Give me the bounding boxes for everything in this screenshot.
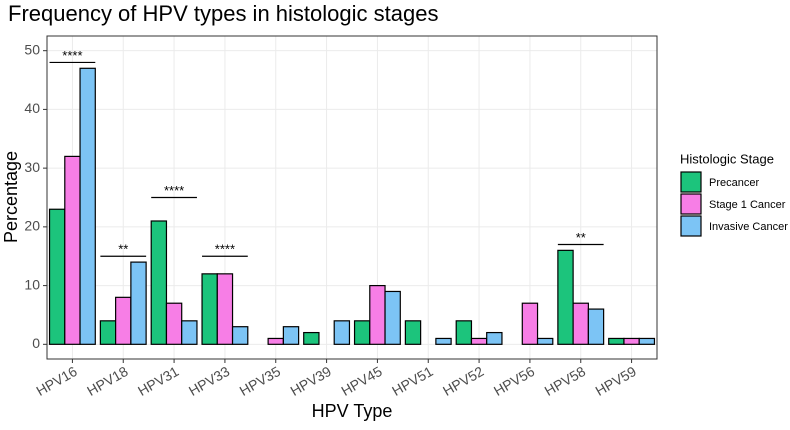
bar — [130, 261, 147, 345]
bar — [216, 273, 234, 345]
bar — [353, 320, 371, 345]
bar — [572, 302, 589, 345]
bar — [181, 320, 198, 345]
bar — [521, 302, 539, 345]
bar — [486, 331, 503, 345]
chart-title: Frequency of HPV types in histologic sta… — [8, 1, 438, 26]
y-tick-label: 20 — [24, 218, 40, 234]
bar — [282, 326, 300, 345]
x-tick-label: HPV18 — [84, 363, 131, 399]
bar — [115, 296, 132, 345]
significance-label: ** — [576, 230, 586, 245]
legend-title: Histologic Stage — [680, 151, 774, 166]
bar — [165, 302, 183, 345]
bar — [64, 155, 81, 345]
bar — [369, 284, 386, 345]
bar — [201, 273, 218, 345]
x-tick-label: HPV45 — [338, 363, 385, 399]
legend-label: Invasive Cancer — [709, 221, 788, 233]
legend-key — [680, 193, 702, 215]
bar — [99, 320, 117, 345]
bar — [333, 320, 351, 345]
x-axis-title: HPV Type — [312, 401, 393, 421]
bar — [623, 337, 640, 345]
bar — [150, 220, 168, 345]
significance-label: **** — [62, 48, 82, 63]
x-tick-label: HPV59 — [593, 363, 640, 399]
significance-label: **** — [164, 183, 184, 198]
y-axis-title: Percentage — [1, 151, 21, 243]
bar — [638, 337, 656, 345]
x-tick-label: HPV31 — [135, 363, 182, 399]
x-tick-label: HPV51 — [389, 363, 436, 399]
x-tick-label: HPV56 — [491, 363, 538, 399]
panel-border — [46, 35, 658, 360]
bar — [435, 337, 452, 345]
y-tick-label: 10 — [24, 276, 40, 292]
bar — [608, 337, 625, 345]
bar — [536, 337, 554, 345]
x-tick-label: HPV58 — [542, 363, 589, 399]
legend-label: Precancer — [709, 177, 759, 189]
y-tick-label: 0 — [32, 335, 40, 351]
bar — [384, 290, 401, 345]
x-tick-label: HPV52 — [440, 363, 487, 399]
bar — [303, 331, 320, 345]
bar — [587, 308, 605, 345]
x-tick-label: HPV16 — [33, 363, 80, 399]
x-tick-label: HPV33 — [186, 363, 233, 399]
y-tick-label: 30 — [24, 159, 40, 175]
bar — [79, 67, 96, 345]
legend-key — [680, 171, 702, 193]
bar — [48, 208, 66, 345]
significance-label: **** — [215, 242, 235, 257]
bar — [455, 320, 473, 345]
bar — [557, 249, 574, 345]
x-tick-label: HPV39 — [288, 363, 335, 399]
legend-key — [680, 215, 702, 237]
y-tick-label: 40 — [24, 100, 40, 116]
panel — [47, 36, 657, 359]
bar — [267, 337, 284, 345]
bar — [470, 337, 488, 345]
x-tick-label: HPV35 — [237, 363, 284, 399]
legend-label: Stage 1 Cancer — [709, 199, 786, 211]
bar — [404, 320, 422, 345]
significance-label: ** — [118, 242, 128, 257]
y-tick-label: 50 — [24, 41, 40, 57]
bar — [231, 326, 249, 345]
